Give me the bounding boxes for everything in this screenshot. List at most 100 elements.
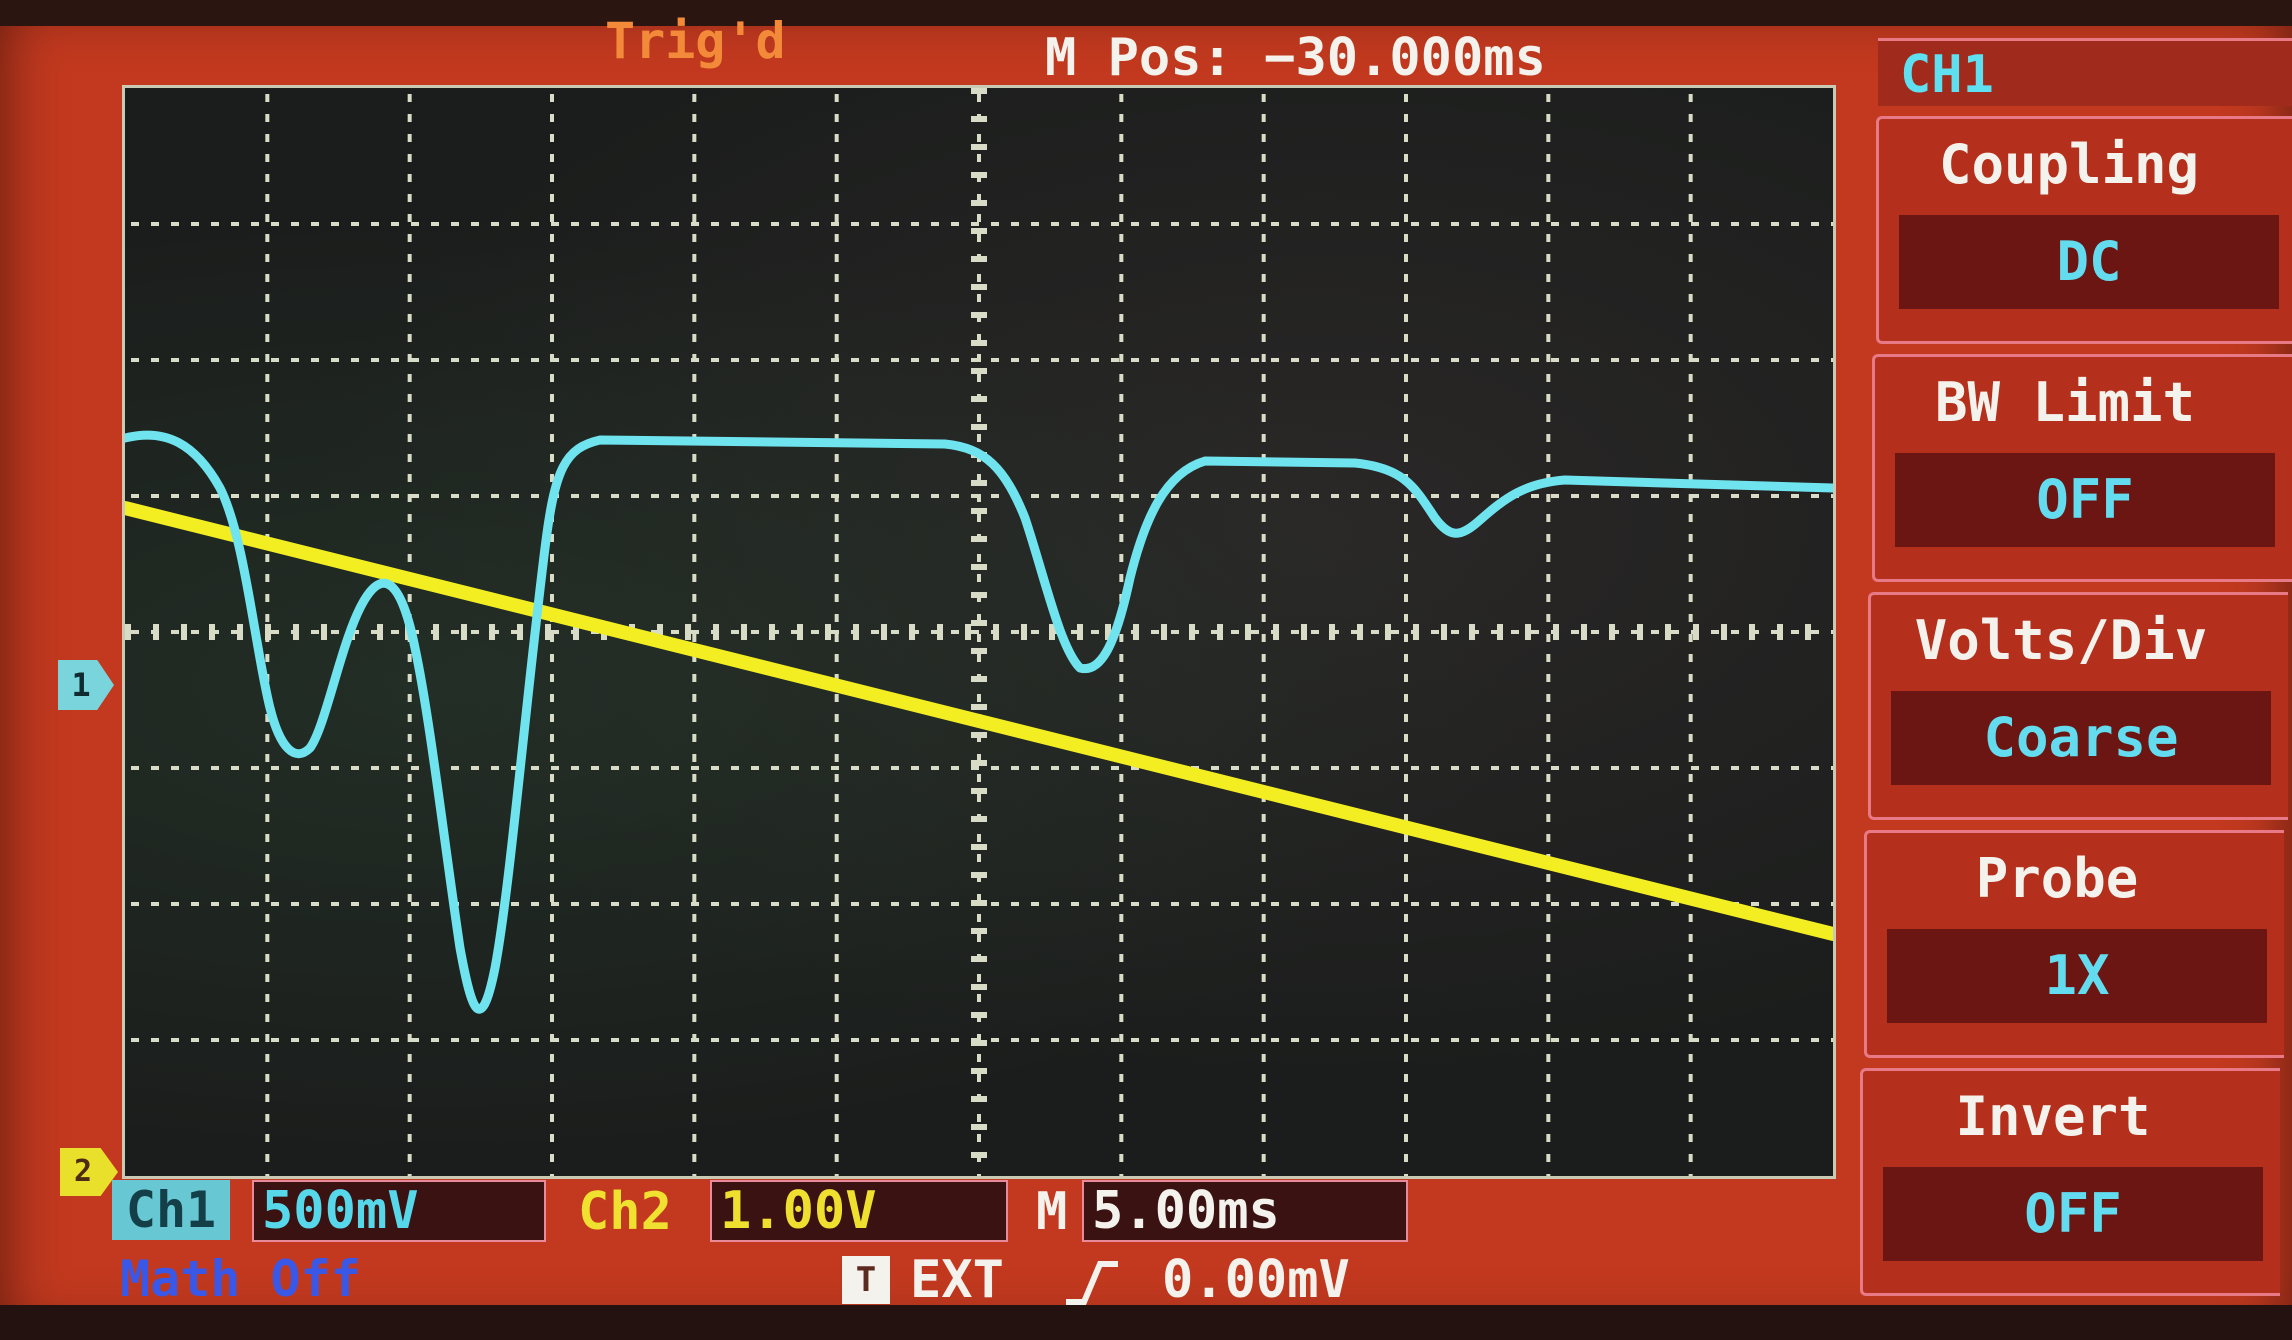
grid-dot [731,1038,739,1042]
grid-dot [1651,766,1659,770]
menu-item-coupling[interactable]: Coupling DC [1876,116,2292,344]
grid-dot [551,902,559,906]
grid-dot [611,902,619,906]
grid-dot [1731,358,1739,362]
grid-dot [1651,358,1659,362]
menu-item-invert[interactable]: Invert OFF [1860,1068,2280,1296]
grid-dot [651,358,659,362]
grid-dot [151,358,159,362]
grid-dot [692,554,697,562]
grid-dot [1546,914,1551,922]
center-tick [971,340,987,346]
grid-dot [692,674,697,682]
grid-dot [265,754,270,762]
grid-dot [431,222,439,226]
grid-dot [1431,494,1439,498]
grid-dot [834,894,839,902]
grid-dot [611,766,619,770]
grid-dot [1071,630,1079,634]
center-tick [825,624,831,640]
grid-dot [265,614,270,622]
grid-dot [1688,534,1693,542]
grid-dot [531,358,539,362]
grid-dot [1404,354,1408,362]
grid-dot [311,358,319,362]
grid-dot [1688,854,1693,862]
grid-dot [265,434,270,442]
grid-dot [1546,554,1551,562]
grid-dot [265,934,270,942]
menu-item-probe[interactable]: Probe 1X [1864,830,2284,1058]
grid-dot [251,902,259,906]
grid-dot [1546,1134,1551,1142]
grid-dot [1791,902,1799,906]
ch2-level-marker[interactable]: 2 [60,1148,118,1196]
grid-dot [1546,954,1551,962]
grid-dot [611,1038,619,1042]
grid-dot [571,494,579,498]
grid-dot [265,474,270,482]
center-tick [971,704,987,710]
grid-dot [1691,358,1699,362]
menu-item-bw-limit[interactable]: BW Limit OFF [1872,354,2292,582]
grid-dot [1546,754,1551,762]
grid-dot [1731,222,1739,226]
grid-dot [1531,494,1539,498]
grid-dot [471,494,479,498]
grid-dot [851,222,859,226]
grid-dot [1291,766,1299,770]
grid-dot [834,834,839,842]
grid-dot [550,1094,554,1102]
grid-dot [1331,222,1339,226]
grid-dot [1791,630,1799,634]
grid-dot [265,414,270,422]
grid-dot [1511,630,1519,634]
grid-dot [692,1014,697,1022]
grid-dot [1751,1038,1759,1042]
grid-dot [1546,274,1551,282]
grid-dot [550,454,554,462]
grid-dot [1688,554,1693,562]
grid-dot [691,358,699,362]
grid-dot [1546,374,1551,382]
menu-item-volts-div[interactable]: Volts/Div Coarse [1868,592,2288,820]
center-tick [971,1096,987,1102]
center-tick [971,256,987,262]
grid-dot [834,694,839,702]
grid-dot [1531,766,1539,770]
grid-dot [977,774,981,782]
grid-dot [1011,902,1019,906]
grid-dot [951,358,959,362]
grid-dot [1546,814,1551,822]
grid-dot [1031,1038,1039,1042]
grid-dot [550,974,554,982]
grid-dot [751,1038,759,1042]
grid-dot [1119,1154,1124,1162]
grid-dot [407,794,412,802]
grid-dot [891,222,899,226]
ch1-level-marker[interactable]: 1 [58,660,114,710]
grid-dot [1688,394,1693,402]
ch1-tag: Ch1 [112,1180,230,1240]
grid-dot [871,630,879,634]
grid-dot [1546,734,1551,742]
grid-dot [251,222,259,226]
grid-dot [911,358,919,362]
grid-dot [1688,654,1693,662]
grid-dot [811,1038,819,1042]
grid-dot [611,494,619,498]
grid-dot [831,902,839,906]
center-tick [971,1124,987,1130]
grid-dot [407,814,412,822]
grid-dot [1688,914,1693,922]
grid-dot [991,902,999,906]
grid-dot [231,630,239,634]
grid-dot [1404,374,1408,382]
grid-dot [631,766,639,770]
grid-dot [1511,902,1519,906]
grid-dot [1688,254,1693,262]
grid-dot [1291,222,1299,226]
grid-dot [1271,494,1279,498]
grid-dot [1731,766,1739,770]
grid-dot [1261,134,1266,142]
